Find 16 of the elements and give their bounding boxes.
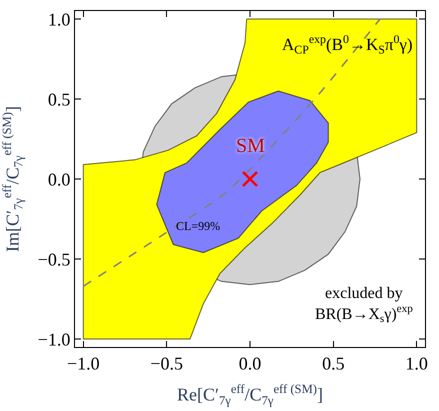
y-tick-label: 0.5 xyxy=(48,89,70,110)
line-series xyxy=(82,18,381,287)
annotation: CL=99% xyxy=(176,219,220,233)
x-tick-label: 1.0 xyxy=(405,354,428,374)
annotation: SM xyxy=(236,135,266,157)
annotation: excluded by BR(B→X$_{s}$γ)$^{exp}$ xyxy=(315,285,414,326)
x-tick-label: −1.0 xyxy=(67,354,100,374)
y-tick-label: 0.0 xyxy=(48,169,70,190)
y-tick-label: −1.0 xyxy=(38,329,70,350)
x-axis-title: Re[C′$_{7γ}$$^{eff}$/C$_{7γ}$$^{eff (SM)}$] xyxy=(177,382,323,408)
x-tick-label: −0.5 xyxy=(150,354,183,374)
x-tick-label: 0.5 xyxy=(322,354,345,374)
y-tick-label: 1.0 xyxy=(48,9,70,30)
text: A$_{CP}$$^{exp}$(B$^{0}$→K$_{S}$π$^{0}$γ) xyxy=(282,32,413,57)
y-tick-label: −0.5 xyxy=(38,249,70,270)
x-tick-label: 0.0 xyxy=(238,354,262,374)
